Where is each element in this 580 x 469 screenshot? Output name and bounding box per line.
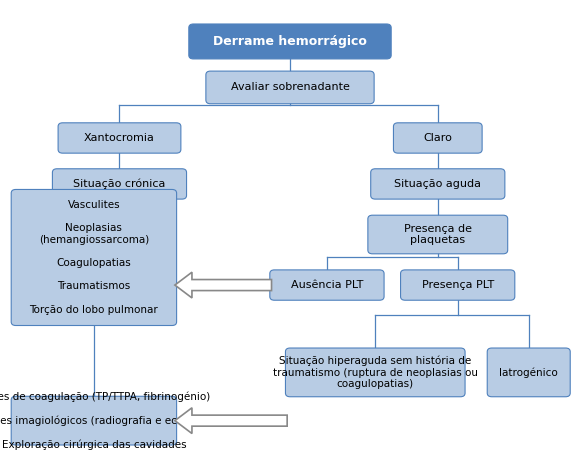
FancyBboxPatch shape	[206, 71, 374, 104]
Text: Situação hiperaguda sem história de
traumatismo (ruptura de neoplasias ou
coagul: Situação hiperaguda sem história de trau…	[273, 356, 478, 389]
Text: Derrame hemorrágico: Derrame hemorrágico	[213, 35, 367, 48]
Text: Avaliar sobrenadante: Avaliar sobrenadante	[231, 83, 349, 92]
Text: Vasculites

Neoplasias
(hemangiossarcoma)

Coagulopatias

Traumatismos

Torção d: Vasculites Neoplasias (hemangiossarcoma)…	[30, 200, 158, 315]
FancyBboxPatch shape	[189, 24, 391, 59]
FancyBboxPatch shape	[285, 348, 465, 397]
FancyBboxPatch shape	[371, 169, 505, 199]
Text: Ausência PLT: Ausência PLT	[291, 280, 363, 290]
Text: Situação crónica: Situação crónica	[73, 179, 166, 189]
Text: Claro: Claro	[423, 133, 452, 143]
FancyBboxPatch shape	[368, 215, 508, 254]
Text: Iatrogénico: Iatrogénico	[499, 367, 558, 378]
FancyBboxPatch shape	[270, 270, 384, 300]
Text: Xantocromia: Xantocromia	[84, 133, 155, 143]
Text: Testes de coagulação (TP/TTPA, fibrinogénio)

Exames imagiológicos (radiografia : Testes de coagulação (TP/TTPA, fibrinogé…	[0, 392, 218, 450]
FancyBboxPatch shape	[487, 348, 570, 397]
FancyBboxPatch shape	[52, 169, 187, 199]
Polygon shape	[175, 272, 271, 298]
FancyBboxPatch shape	[58, 123, 181, 153]
Text: Presença de
plaquetas: Presença de plaquetas	[404, 224, 472, 245]
FancyBboxPatch shape	[401, 270, 515, 300]
FancyBboxPatch shape	[11, 396, 176, 445]
Text: Situação aguda: Situação aguda	[394, 179, 481, 189]
FancyBboxPatch shape	[11, 189, 176, 325]
Polygon shape	[175, 408, 287, 433]
FancyBboxPatch shape	[393, 123, 482, 153]
Text: Presença PLT: Presença PLT	[422, 280, 494, 290]
